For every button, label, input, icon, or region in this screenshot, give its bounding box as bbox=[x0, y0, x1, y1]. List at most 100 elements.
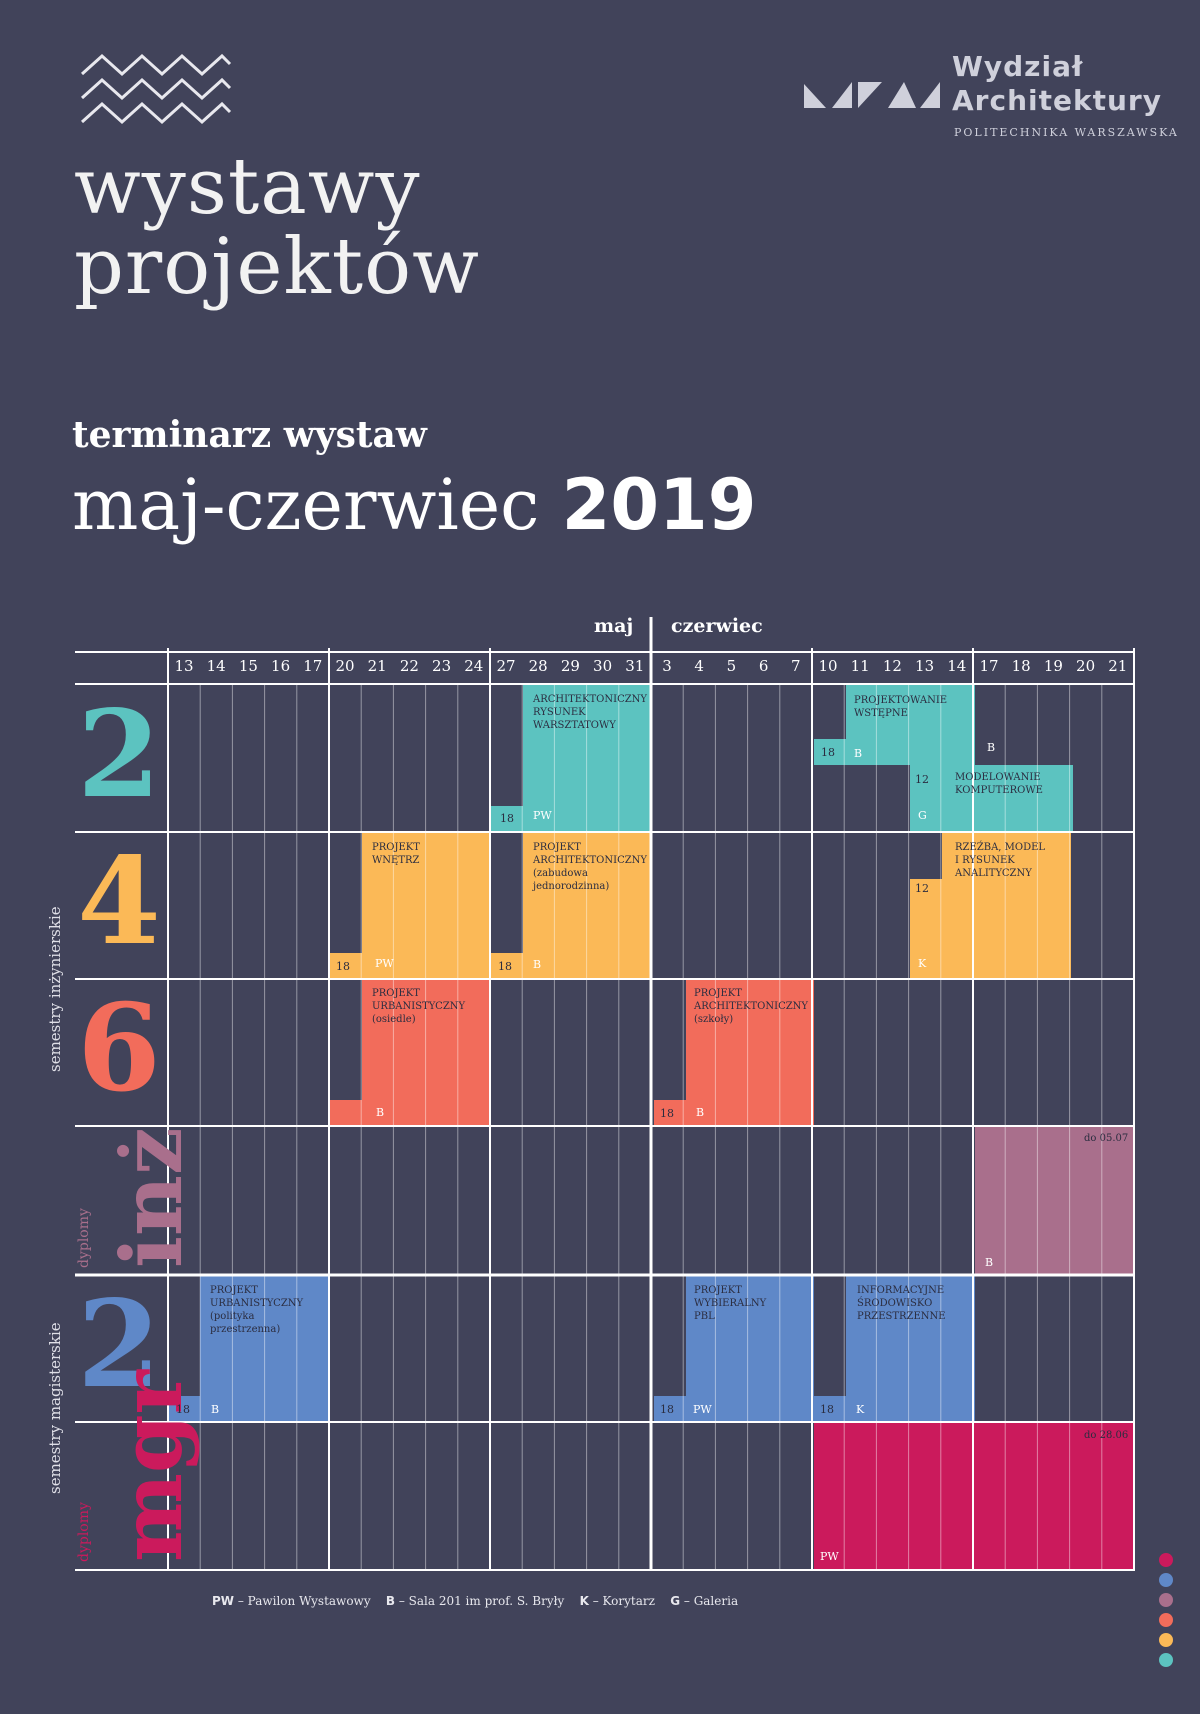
event-start-day: 18 bbox=[500, 812, 514, 825]
event-start-day: 18 bbox=[660, 1107, 674, 1120]
legend-key-k: K bbox=[579, 1594, 589, 1608]
grid-row-lines bbox=[75, 651, 1135, 1571]
day-label: 17 bbox=[979, 657, 999, 675]
event-location-tag: G bbox=[918, 809, 927, 822]
day-label: 21 bbox=[367, 657, 387, 675]
event-title-rzezba: RZEŹBA, MODEL I RYSUNEK ANALITYCZNY bbox=[955, 842, 1046, 879]
event-block-rzezba bbox=[910, 879, 942, 979]
event-start-day: 18 bbox=[820, 1403, 834, 1416]
event-block-dyplom-inz bbox=[975, 1126, 1135, 1275]
day-label: 6 bbox=[758, 657, 769, 675]
event-start-day: 12 bbox=[915, 773, 929, 786]
event-location-tag: PW bbox=[375, 957, 394, 970]
legend-text-b: – Sala 201 im prof. S. Bryły bbox=[395, 1594, 565, 1608]
logo-text-line1: Wydział bbox=[952, 50, 1084, 83]
event-location-tag: B bbox=[696, 1106, 705, 1119]
event-start-day: 18 bbox=[498, 960, 512, 973]
day-label: 15 bbox=[238, 657, 258, 675]
event-deadline-note: do 28.06 bbox=[1084, 1430, 1129, 1441]
event-block-modelowanie bbox=[975, 765, 1073, 832]
day-label: 14 bbox=[947, 657, 967, 675]
event-title-informacyjne: INFORMACYJNE ŚRODOWISKO PRZESTRZENNE bbox=[857, 1285, 946, 1322]
event-block-arch-szkoly bbox=[686, 979, 814, 1126]
event-block-urban-polityka bbox=[168, 1396, 200, 1422]
day-label: 11 bbox=[850, 657, 870, 675]
event-block-wnetrz bbox=[362, 832, 490, 979]
event-blocks bbox=[168, 685, 1135, 1570]
event-block-proj-wstepne bbox=[846, 685, 975, 765]
color-dot bbox=[1159, 1613, 1173, 1627]
event-block-informacyjne bbox=[846, 1275, 975, 1422]
row-label-dyplomy-inz: inż bbox=[102, 1127, 201, 1268]
row-label-sem6: 6 bbox=[77, 978, 161, 1119]
zigzag-logo-icon bbox=[80, 53, 232, 125]
event-block-arch-jednorodzinna bbox=[523, 832, 651, 979]
day-label: 4 bbox=[694, 657, 704, 675]
day-label: 3 bbox=[662, 657, 672, 675]
event-start-day: 18 bbox=[821, 746, 835, 759]
event-block-arch-rysunek bbox=[523, 685, 651, 832]
event-block-urban-osiedle bbox=[362, 979, 490, 1126]
day-label: 31 bbox=[625, 657, 645, 675]
group-label-mgr: semestry magisterskie bbox=[46, 1322, 64, 1494]
color-dot bbox=[1159, 1553, 1173, 1567]
row-label-dyplomy-mgr-small: dyplomy bbox=[76, 1502, 92, 1562]
month-may: maj bbox=[594, 615, 634, 637]
event-title-arch-rysunek: ARCHITEKTONICZNY RYSUNEK WARSZTATOWY bbox=[533, 694, 648, 731]
schedule-period: maj-czerwiec 2019 bbox=[72, 470, 756, 540]
page-title-line2: projektów bbox=[74, 222, 480, 312]
day-label: 22 bbox=[399, 657, 419, 675]
event-block-wybieralny bbox=[654, 1396, 686, 1422]
event-location-tag: K bbox=[918, 957, 927, 970]
day-label: 24 bbox=[464, 657, 484, 675]
color-dot bbox=[1159, 1593, 1173, 1607]
day-label: 18 bbox=[1011, 657, 1031, 675]
day-label: 19 bbox=[1043, 657, 1063, 675]
event-block-urban-osiedle bbox=[330, 1100, 362, 1126]
day-label: 30 bbox=[593, 657, 613, 675]
row-label-sem4: 4 bbox=[77, 831, 161, 972]
event-title-modelowanie: MODELOWANIE KOMPUTEROWE bbox=[955, 772, 1043, 796]
day-label: 5 bbox=[726, 657, 737, 675]
event-block-proj-wstepne bbox=[814, 739, 846, 765]
event-location-tag: PW bbox=[693, 1403, 712, 1416]
day-label: 7 bbox=[791, 657, 801, 675]
event-title-arch-jednorodzinna: PROJEKT ARCHITEKTONICZNY (zabudowa jedno… bbox=[533, 842, 648, 892]
day-label: 13 bbox=[174, 657, 194, 675]
day-label: 10 bbox=[818, 657, 838, 675]
color-dot bbox=[1159, 1573, 1173, 1587]
legend-text-pw: – Pawilon Wystawowy bbox=[234, 1594, 371, 1608]
logo-text-line2: Architektury bbox=[952, 84, 1162, 117]
event-location-tag: B bbox=[211, 1403, 220, 1416]
month-june: czerwiec bbox=[671, 615, 763, 637]
event-start-day: 18 bbox=[660, 1403, 674, 1416]
legend-key-pw: PW bbox=[212, 1594, 235, 1608]
event-block-arch-rysunek bbox=[491, 806, 523, 832]
event-block-wnetrz bbox=[330, 953, 362, 979]
event-location-tag: PW bbox=[533, 809, 552, 822]
day-label: 21 bbox=[1108, 657, 1128, 675]
legend-key-b: B bbox=[385, 1594, 396, 1608]
event-location-tag: K bbox=[856, 1403, 865, 1416]
day-label: 12 bbox=[882, 657, 902, 675]
event-title-proj-wstepne: PROJEKTOWANIE WSTĘPNE bbox=[854, 695, 948, 719]
day-label: 27 bbox=[496, 657, 516, 675]
event-location-tag: B bbox=[987, 741, 996, 754]
event-location-tag: B bbox=[854, 747, 863, 760]
day-label: 28 bbox=[528, 657, 548, 675]
event-location-tag: B bbox=[985, 1256, 994, 1269]
event-start-day: 18 bbox=[176, 1403, 190, 1416]
event-block-arch-szkoly bbox=[654, 1100, 686, 1126]
day-label: 20 bbox=[335, 657, 355, 675]
location-legend: PW – Pawilon Wystawowy B – Sala 201 im p… bbox=[212, 1594, 738, 1608]
day-label: 16 bbox=[271, 657, 291, 675]
day-label: 20 bbox=[1076, 657, 1096, 675]
event-block-arch-jednorodzinna bbox=[491, 953, 523, 979]
color-dot bbox=[1159, 1633, 1173, 1647]
event-title-wnetrz: PROJEKT WNĘTRZ bbox=[372, 842, 420, 866]
day-label: 29 bbox=[560, 657, 580, 675]
event-deadline-note: do 05.07 bbox=[1084, 1133, 1129, 1144]
logo-subtitle: POLITECHNIKA WARSZAWSKA bbox=[954, 126, 1179, 139]
event-title-arch-szkoly: PROJEKT ARCHITEKTONICZNY (szkoły) bbox=[694, 988, 809, 1025]
event-title-wybieralny: PROJEKT WYBIERALNY PBL bbox=[694, 1285, 767, 1322]
